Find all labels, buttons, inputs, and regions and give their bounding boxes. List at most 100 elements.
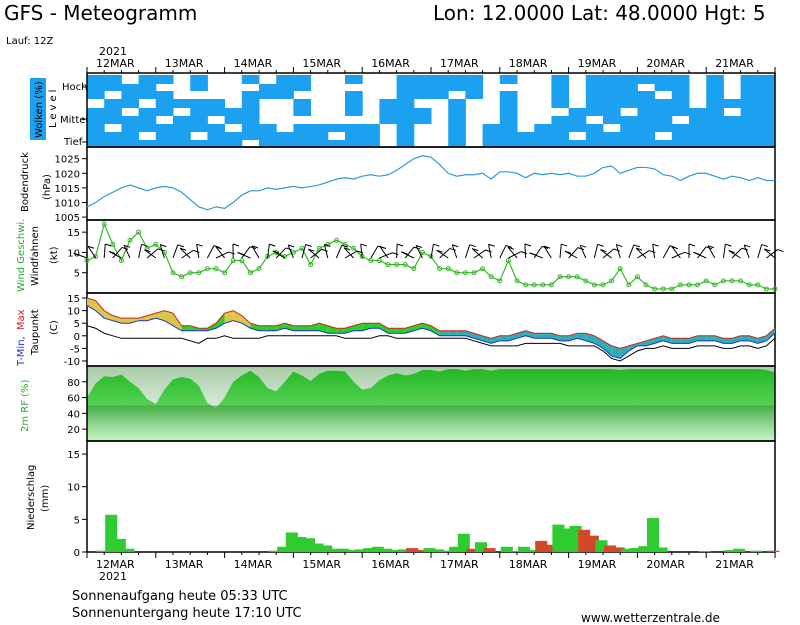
- wind-barb: [436, 249, 449, 259]
- wind-barb-feather: [396, 243, 404, 247]
- temp-range-band: [697, 335, 707, 341]
- cloud-block: [757, 99, 776, 108]
- cloud-block: [345, 75, 363, 84]
- temp-range-band: [439, 330, 449, 336]
- cloud-block: [293, 75, 312, 84]
- precip-bar: [277, 546, 290, 552]
- precip-bar: [466, 548, 479, 552]
- cloud-block: [413, 108, 432, 116]
- cloud-block: [431, 84, 449, 91]
- cloud-block: [671, 132, 690, 140]
- wind-speed-ylabel: Wind Geschwi.: [16, 219, 27, 292]
- wind-speed-point: [437, 266, 443, 272]
- cloud-block: [241, 91, 260, 99]
- top-date-label: 17MAR: [440, 57, 479, 70]
- cloud-block: [689, 116, 707, 124]
- wind-speed-point: [179, 274, 185, 280]
- wind-speed-point: [746, 282, 752, 288]
- cloud-block: [517, 132, 535, 140]
- bottom-date-label: 16MAR: [371, 558, 410, 571]
- wind-speed-point: [531, 282, 537, 288]
- cloud-block: [654, 124, 673, 132]
- temp-range-band: [620, 345, 629, 359]
- cloud-block: [190, 99, 208, 108]
- cloud-block: [585, 99, 604, 108]
- wind-speed-point: [634, 274, 640, 280]
- wind-barb: [451, 244, 458, 259]
- cloud-block: [104, 75, 122, 84]
- precip-bar: [500, 546, 513, 552]
- cloud-block: [448, 116, 466, 124]
- cloud-block: [293, 108, 312, 116]
- cloud-block: [241, 108, 260, 116]
- wind-speed-point: [643, 282, 649, 288]
- cloud-block: [568, 116, 587, 124]
- cloud-block: [431, 91, 449, 99]
- precip-bar: [698, 551, 711, 552]
- cloud-block: [155, 140, 174, 147]
- wind-barb: [722, 244, 726, 259]
- precip-bar: [483, 548, 496, 552]
- wind-barb-feather: [285, 247, 293, 251]
- cloud-block: [362, 124, 380, 132]
- wind-barb: [344, 250, 358, 259]
- cloud-block: [293, 132, 312, 140]
- temp-range-band: [224, 310, 234, 324]
- cloud-block: [620, 91, 638, 99]
- cloud-block: [345, 132, 363, 140]
- wind-barb-feather: [741, 247, 749, 251]
- cloud-block: [345, 124, 363, 132]
- cloud-block: [637, 91, 656, 99]
- y-tick-label: 20: [67, 425, 80, 436]
- wind-barb-feather: [415, 245, 423, 249]
- cloud-block: [173, 140, 191, 147]
- cloud-block: [620, 124, 638, 132]
- cloud-block: [276, 91, 294, 99]
- wind-barb-feather: [613, 248, 620, 252]
- wind-barb: [415, 245, 423, 259]
- y-tick-label: 80: [67, 378, 80, 389]
- cloud-block: [448, 99, 466, 108]
- wind-speed-point: [256, 266, 262, 272]
- precip-bar: [518, 546, 531, 552]
- cloud-block: [413, 116, 432, 124]
- wind-speed-point: [660, 286, 666, 292]
- wind-barb: [471, 248, 483, 259]
- wind-barb: [568, 247, 579, 259]
- cloud-block: [757, 84, 776, 91]
- precip-bar: [337, 548, 350, 552]
- wind-barb: [600, 249, 612, 259]
- year-label-top: 2021: [99, 45, 127, 58]
- wind-barb-feather: [524, 243, 532, 247]
- cloud-block: [551, 124, 570, 132]
- cloud-block: [603, 108, 621, 116]
- cloud-block: [637, 75, 656, 84]
- precip-bar: [96, 550, 109, 552]
- cloud-block: [637, 108, 656, 116]
- wind-speed-point: [101, 221, 107, 227]
- temp-range-band: [542, 333, 552, 339]
- source-link[interactable]: www.wetterzentrale.de: [581, 611, 720, 625]
- cloud-block: [293, 99, 312, 108]
- cloud-block: [757, 140, 776, 147]
- temp-range-band: [130, 318, 139, 324]
- temp-range-band: [164, 310, 173, 326]
- temp-min-ylabel: T-Min,: [16, 336, 27, 367]
- svg-text:T-Min, Max: T-Min, Max: [16, 309, 27, 367]
- precip-bar: [423, 548, 436, 552]
- cloud-block: [396, 75, 415, 84]
- wind-barb-feather: [321, 248, 328, 252]
- cloud-block: [551, 91, 570, 99]
- cloud-block: [706, 91, 724, 99]
- wind-barb-feather: [777, 249, 784, 253]
- cloud-block: [87, 91, 105, 99]
- cloud-block: [757, 75, 776, 84]
- bottom-date-label: 15MAR: [302, 558, 341, 571]
- precip-bar: [733, 548, 746, 552]
- cloud-block: [689, 108, 707, 116]
- bottom-date-label: 12MAR: [96, 558, 135, 571]
- wind-panel: Wind Geschwi. Windfahnen (kt) 5 10 15: [16, 219, 784, 294]
- bottom-date-label: 21MAR: [715, 558, 754, 571]
- wind-speed-point: [445, 266, 451, 272]
- top-date-label: 18MAR: [509, 57, 548, 70]
